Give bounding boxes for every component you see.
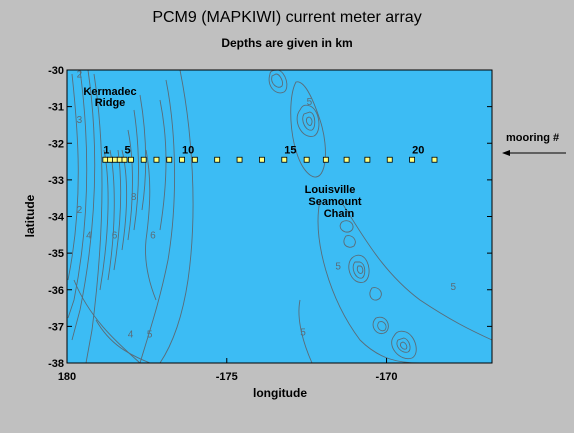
x-axis-label: longitude	[253, 386, 307, 400]
mooring-10	[179, 156, 185, 163]
mooring-number-15: 15	[284, 145, 296, 157]
louisville-chain-label-1: Seamount	[308, 196, 362, 208]
mooring-number-10: 10	[182, 145, 194, 157]
contour-labels: 2 3 2 4 6 8 6 5 5 5 5 4 5	[77, 69, 457, 340]
mooring-number-20: 20	[412, 145, 424, 157]
contour-label-5: 8	[131, 192, 137, 203]
y-tick-label-2: -32	[48, 138, 64, 150]
contour-label-10: 5	[300, 328, 306, 339]
contour-label-7: 5	[307, 97, 313, 108]
y-tick-label-7: -37	[48, 321, 64, 333]
y-tick-label-1: -31	[48, 102, 64, 114]
mooring-annotation: mooring #	[506, 132, 560, 144]
axis-ticks: 180 -175 -170 -30 -31 -32 -33 -34 -35 -36 -37 -38	[48, 65, 492, 383]
contour-label-11: 4	[128, 329, 134, 340]
louisville-chain-label-2: Chain	[324, 208, 355, 220]
mooring-array: 1 5 10 15 20	[102, 145, 438, 163]
contour-label-6: 6	[150, 230, 156, 241]
mooring-16	[303, 156, 310, 163]
x-tick-label-1: -175	[216, 371, 238, 383]
mooring-2	[107, 156, 114, 163]
map-subtitle: Depths are given in km	[221, 36, 353, 50]
kermadec-ridge-label-0: Kermadec	[83, 86, 136, 98]
mooring-15	[281, 156, 288, 163]
y-tick-label-0: -30	[48, 65, 64, 77]
y-tick-label-5: -35	[48, 248, 64, 260]
mooring-17	[322, 156, 329, 163]
y-tick-label-6: -36	[48, 285, 64, 297]
mooring-21	[409, 156, 416, 163]
contour-label-4: 6	[112, 230, 118, 241]
mooring-8	[153, 156, 160, 163]
ocean-area	[67, 70, 492, 363]
contour-label-12: 5	[147, 329, 153, 340]
contour-label-0: 2	[77, 69, 83, 80]
mooring-5	[121, 156, 128, 163]
mooring-number-5: 5	[125, 145, 131, 157]
mooring-4	[116, 156, 123, 163]
y-axis-label: latitude	[23, 194, 37, 238]
mooring-12	[214, 156, 221, 163]
mooring-19	[364, 156, 371, 163]
mooring-7	[140, 156, 147, 163]
contour-label-1: 3	[77, 115, 83, 126]
contour-label-3: 4	[86, 230, 92, 241]
mooring-arrowhead	[502, 150, 510, 156]
kermadec-ridge-label-1: Ridge	[95, 97, 126, 109]
mooring-9	[166, 156, 173, 163]
mooring-20	[386, 156, 393, 163]
mooring-13	[236, 156, 243, 163]
mooring-6	[128, 156, 134, 163]
contour-label-9: 5	[450, 282, 456, 293]
contour-label-8: 5	[335, 262, 341, 273]
mooring-11	[191, 156, 198, 163]
y-tick-label-4: -34	[48, 212, 65, 224]
y-tick-label-3: -33	[48, 175, 64, 187]
mooring-1	[102, 156, 109, 163]
contour-label-2: 2	[77, 205, 83, 216]
mooring-3	[112, 156, 118, 163]
mooring-number-1: 1	[103, 145, 109, 157]
map-title: PCM9 (MAPKIWI) current meter array	[152, 9, 422, 26]
y-tick-label-8: -38	[48, 358, 64, 370]
mooring-14	[259, 156, 265, 163]
mooring-18	[343, 156, 350, 163]
x-tick-label-2: -170	[376, 371, 398, 383]
x-tick-label-0: 180	[58, 371, 76, 383]
louisville-chain-label-0: Louisville	[305, 184, 356, 196]
mooring-22	[431, 156, 438, 163]
